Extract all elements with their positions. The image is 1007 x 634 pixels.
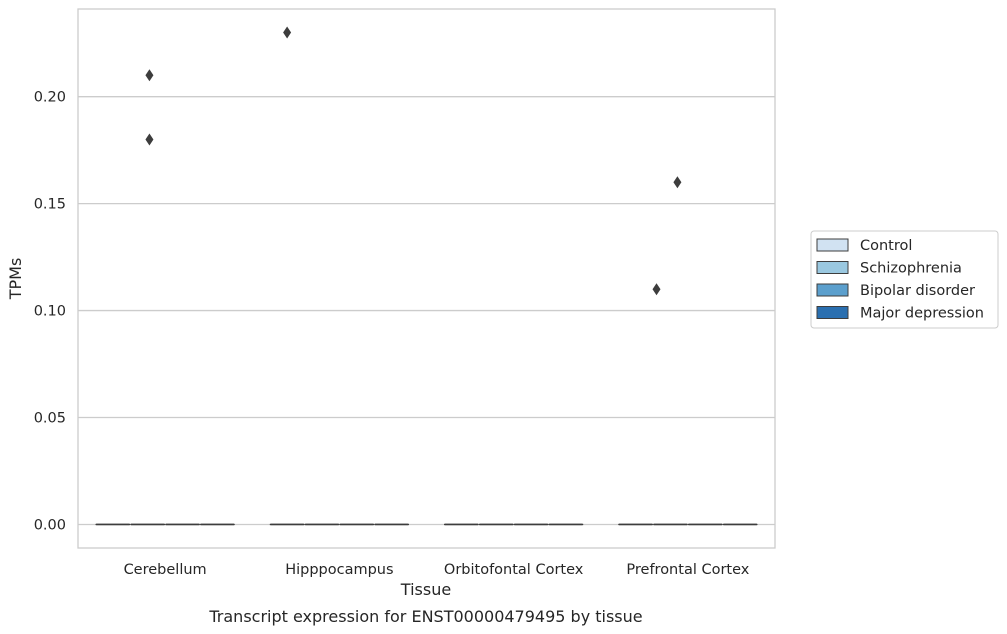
outlier-point bbox=[283, 26, 292, 39]
y-tick-label: 0.00 bbox=[34, 517, 66, 533]
legend-frame bbox=[810, 230, 999, 329]
chart-caption: Transcript expression for ENST0000047949… bbox=[208, 607, 642, 626]
outlier-point bbox=[652, 283, 661, 296]
y-tick-label: 0.15 bbox=[34, 197, 66, 213]
x-tick-label: Orbitofontal Cortex bbox=[444, 562, 584, 578]
legend-label: Schizophrenia bbox=[860, 261, 962, 277]
gridlines bbox=[78, 96, 775, 526]
legend-label: Bipolar disorder bbox=[860, 283, 975, 299]
y-tick-label: 0.05 bbox=[34, 411, 66, 427]
legend-swatch bbox=[816, 283, 849, 297]
outlier-point bbox=[145, 69, 154, 82]
y-axis-label: TPMs bbox=[6, 258, 25, 301]
outlier-point bbox=[673, 176, 682, 189]
y-tick-labels: 0.00 0.05 0.10 0.15 0.20 bbox=[34, 90, 66, 534]
legend: Control Schizophrenia Bipolar disorder Majo… bbox=[810, 230, 999, 329]
x-tick-label: Hipppocampus bbox=[285, 562, 393, 578]
legend-label: Major depression bbox=[860, 306, 984, 322]
y-tick-label: 0.20 bbox=[34, 90, 66, 106]
x-tick-label: Prefrontal Cortex bbox=[626, 562, 749, 578]
legend-label: Control bbox=[860, 238, 912, 254]
x-axis-label: Tissue bbox=[400, 580, 451, 599]
legend-swatch bbox=[816, 306, 849, 319]
outlier-points bbox=[145, 26, 682, 296]
outlier-point bbox=[145, 133, 154, 146]
x-tick-label: Cerebellum bbox=[124, 562, 207, 578]
legend-swatch bbox=[816, 238, 849, 252]
plot-area-frame bbox=[77, 8, 776, 549]
y-tick-label: 0.10 bbox=[34, 304, 66, 320]
x-tick-labels: Cerebellum Hipppocampus Orbitofontal Corte… bbox=[124, 562, 750, 578]
legend-swatch bbox=[816, 261, 849, 274]
